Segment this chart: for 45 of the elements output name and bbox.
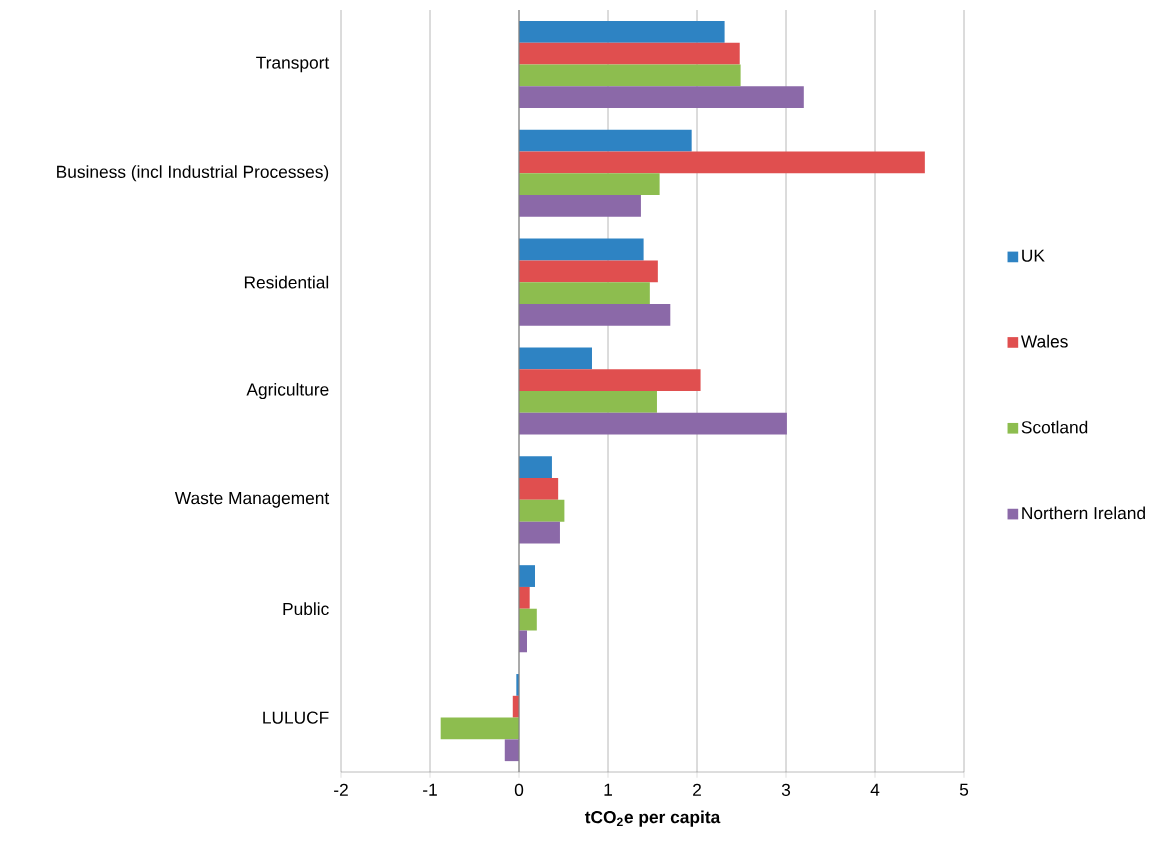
- bar: [519, 391, 657, 413]
- bar: [519, 86, 804, 108]
- y-tick-label: LULUCF: [263, 711, 329, 724]
- bar: [519, 478, 559, 500]
- x-tick-label: 3: [781, 783, 791, 797]
- y-tick-label: Agriculture: [246, 382, 329, 400]
- bar: [519, 42, 740, 65]
- y-tick-label: Public: [283, 602, 329, 616]
- legend-label: UK: [1022, 249, 1045, 262]
- x-tick-label: 0: [514, 783, 524, 797]
- y-tick-label: Waste Management: [174, 492, 330, 508]
- bar: [519, 369, 701, 392]
- bar: [519, 347, 592, 370]
- x-tick-label: -1: [423, 783, 437, 796]
- bar: [519, 499, 565, 522]
- legend-label: Scotland: [1021, 420, 1088, 434]
- bar: [519, 412, 787, 435]
- bar: [504, 739, 519, 762]
- bar: [440, 717, 519, 740]
- bar: [519, 260, 658, 283]
- bar: [519, 64, 741, 87]
- x-tick-label: 4: [870, 783, 880, 796]
- bar: [519, 151, 925, 174]
- x-tick-label: -2: [334, 783, 348, 796]
- y-tick-label: Transport: [256, 56, 330, 73]
- x-axis-title: tCO$_{2}$e per capita: [584, 810, 721, 827]
- bar: [519, 20, 725, 43]
- bar: [519, 303, 671, 326]
- legend-label: Northern Ireland: [1022, 506, 1145, 520]
- x-tick-label: 2: [693, 783, 701, 796]
- bar: [519, 608, 537, 631]
- x-tick-label: 1: [604, 783, 612, 796]
- bar: [519, 195, 641, 217]
- bar: [519, 238, 644, 261]
- bar: [519, 565, 536, 587]
- legend-label: Wales: [1020, 334, 1068, 348]
- bar: [519, 456, 552, 479]
- bar: [519, 586, 530, 609]
- x-tick-label: 5: [959, 783, 969, 796]
- y-tick-label: Business (incl Industrial Processes): [57, 165, 329, 182]
- bar: [519, 173, 660, 196]
- bar: [519, 521, 560, 544]
- bar: [519, 282, 650, 304]
- bar: [519, 129, 692, 152]
- y-tick-label: Residential: [244, 275, 329, 289]
